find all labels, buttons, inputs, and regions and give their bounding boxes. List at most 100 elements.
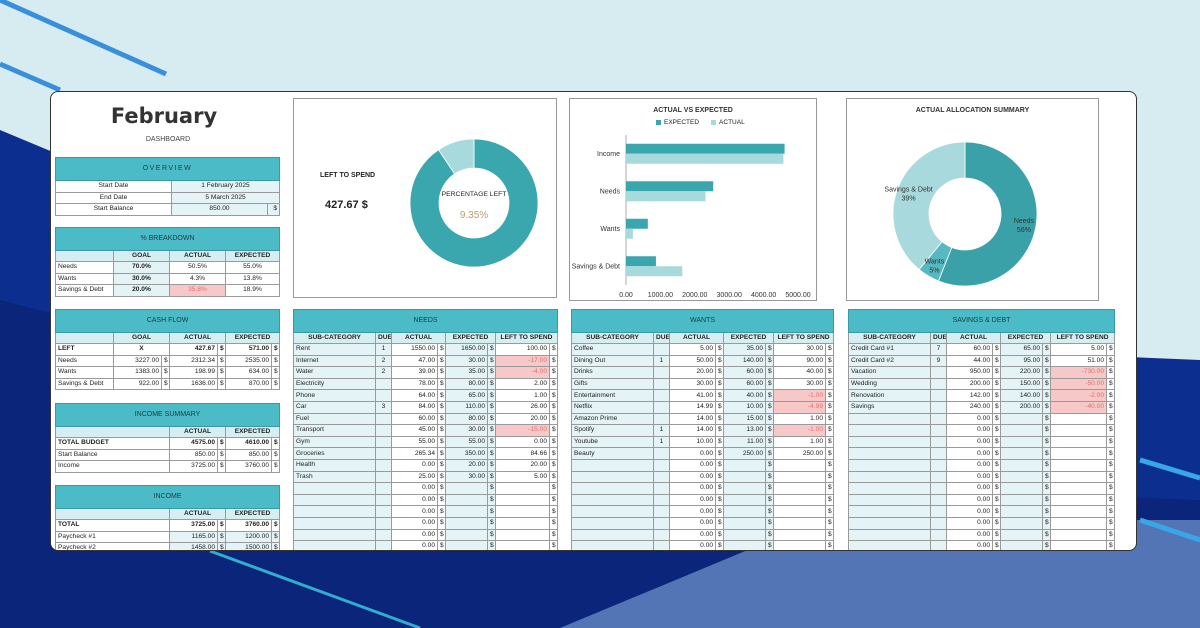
breakdown-goal[interactable]: 70.0% [113, 261, 170, 274]
needs-due[interactable] [375, 389, 392, 402]
savings-expected[interactable]: 220.00 [1000, 366, 1043, 379]
wants-subcategory[interactable] [571, 528, 654, 542]
needs-subcategory[interactable]: Water [293, 366, 376, 379]
savings-expected[interactable]: 65.00 [1000, 343, 1043, 356]
needs-expected[interactable] [445, 540, 488, 550]
overview-value[interactable]: 1 February 2025 [171, 180, 280, 193]
savings-expected[interactable]: 150.00 [1000, 377, 1043, 391]
income-actual[interactable]: 1165.00 [169, 530, 218, 544]
needs-due[interactable] [375, 493, 392, 507]
wants-expected[interactable] [723, 505, 766, 518]
savings-expected[interactable] [1000, 505, 1043, 518]
needs-expected[interactable]: 20.00 [445, 458, 488, 472]
needs-expected[interactable]: 55.00 [445, 435, 488, 449]
wants-due[interactable] [653, 400, 670, 414]
needs-due[interactable] [375, 505, 392, 518]
savings-due[interactable] [930, 412, 947, 426]
needs-expected[interactable]: 1650.00 [445, 343, 488, 356]
wants-expected[interactable]: 10.00 [723, 400, 766, 414]
wants-expected[interactable] [723, 528, 766, 542]
savings-subcategory[interactable] [848, 435, 931, 449]
savings-expected[interactable] [1000, 424, 1043, 437]
savings-expected[interactable] [1000, 447, 1043, 460]
needs-subcategory[interactable]: Transport [293, 424, 376, 437]
wants-expected[interactable]: 40.00 [723, 389, 766, 402]
savings-subcategory[interactable] [848, 424, 931, 437]
wants-due[interactable] [653, 447, 670, 460]
savings-subcategory[interactable] [848, 528, 931, 542]
savings-subcategory[interactable]: Savings [848, 400, 931, 414]
needs-due[interactable] [375, 540, 392, 550]
needs-subcategory[interactable]: Car [293, 400, 376, 414]
savings-expected[interactable] [1000, 470, 1043, 484]
savings-due[interactable] [930, 366, 947, 379]
wants-expected[interactable] [723, 470, 766, 484]
needs-due[interactable] [375, 447, 392, 460]
needs-due[interactable]: 1 [375, 343, 392, 356]
wants-expected[interactable] [723, 482, 766, 495]
savings-due[interactable] [930, 389, 947, 402]
breakdown-goal[interactable]: 30.0% [113, 272, 170, 286]
needs-due[interactable] [375, 458, 392, 472]
savings-expected[interactable]: 95.00 [1000, 354, 1043, 368]
needs-due[interactable]: 2 [375, 354, 392, 368]
needs-subcategory[interactable]: Rent [293, 343, 376, 356]
needs-due[interactable] [375, 470, 392, 484]
needs-subcategory[interactable] [293, 516, 376, 530]
breakdown-goal[interactable]: 20.0% [113, 284, 170, 297]
savings-due[interactable] [930, 400, 947, 414]
income-label[interactable]: Paycheck #2 [55, 542, 170, 550]
wants-due[interactable]: 1 [653, 354, 670, 368]
needs-expected[interactable] [445, 505, 488, 518]
wants-due[interactable] [653, 482, 670, 495]
wants-subcategory[interactable]: Drinks [571, 366, 654, 379]
savings-due[interactable]: 7 [930, 343, 947, 356]
savings-expected[interactable] [1000, 412, 1043, 426]
savings-expected[interactable] [1000, 528, 1043, 542]
needs-due[interactable]: 3 [375, 400, 392, 414]
savings-subcategory[interactable] [848, 505, 931, 518]
savings-due[interactable] [930, 470, 947, 484]
needs-subcategory[interactable] [293, 505, 376, 518]
wants-subcategory[interactable]: Dining Out [571, 354, 654, 368]
needs-due[interactable] [375, 435, 392, 449]
wants-due[interactable] [653, 470, 670, 484]
wants-expected[interactable]: 60.00 [723, 377, 766, 391]
wants-due[interactable] [653, 389, 670, 402]
overview-value[interactable]: 5 March 2025 [171, 191, 280, 205]
wants-subcategory[interactable]: Netflix [571, 400, 654, 414]
savings-subcategory[interactable] [848, 540, 931, 550]
savings-expected[interactable] [1000, 482, 1043, 495]
savings-due[interactable] [930, 540, 947, 550]
needs-due[interactable] [375, 516, 392, 530]
savings-due[interactable]: 9 [930, 354, 947, 368]
needs-expected[interactable]: 110.00 [445, 400, 488, 414]
income-actual[interactable]: 1458.00 [169, 542, 218, 550]
savings-due[interactable] [930, 458, 947, 472]
savings-expected[interactable] [1000, 540, 1043, 550]
needs-expected[interactable]: 30.00 [445, 424, 488, 437]
wants-subcategory[interactable]: Beauty [571, 447, 654, 460]
wants-due[interactable] [653, 540, 670, 550]
overview-value[interactable]: 850.00 [171, 203, 268, 216]
wants-expected[interactable] [723, 540, 766, 550]
wants-expected[interactable]: 11.00 [723, 435, 766, 449]
wants-subcategory[interactable]: Entertainment [571, 389, 654, 402]
wants-due[interactable]: 1 [653, 424, 670, 437]
wants-due[interactable] [653, 366, 670, 379]
savings-expected[interactable]: 200.00 [1000, 400, 1043, 414]
savings-expected[interactable] [1000, 458, 1043, 472]
needs-due[interactable]: 2 [375, 366, 392, 379]
wants-due[interactable] [653, 412, 670, 426]
savings-expected[interactable] [1000, 493, 1043, 507]
savings-due[interactable] [930, 377, 947, 391]
needs-expected[interactable]: 65.00 [445, 389, 488, 402]
savings-subcategory[interactable] [848, 482, 931, 495]
wants-expected[interactable] [723, 458, 766, 472]
wants-expected[interactable]: 15.00 [723, 412, 766, 426]
wants-due[interactable] [653, 458, 670, 472]
wants-subcategory[interactable] [571, 540, 654, 550]
savings-subcategory[interactable] [848, 493, 931, 507]
needs-subcategory[interactable]: Groceries [293, 447, 376, 460]
wants-subcategory[interactable]: Youtube [571, 435, 654, 449]
